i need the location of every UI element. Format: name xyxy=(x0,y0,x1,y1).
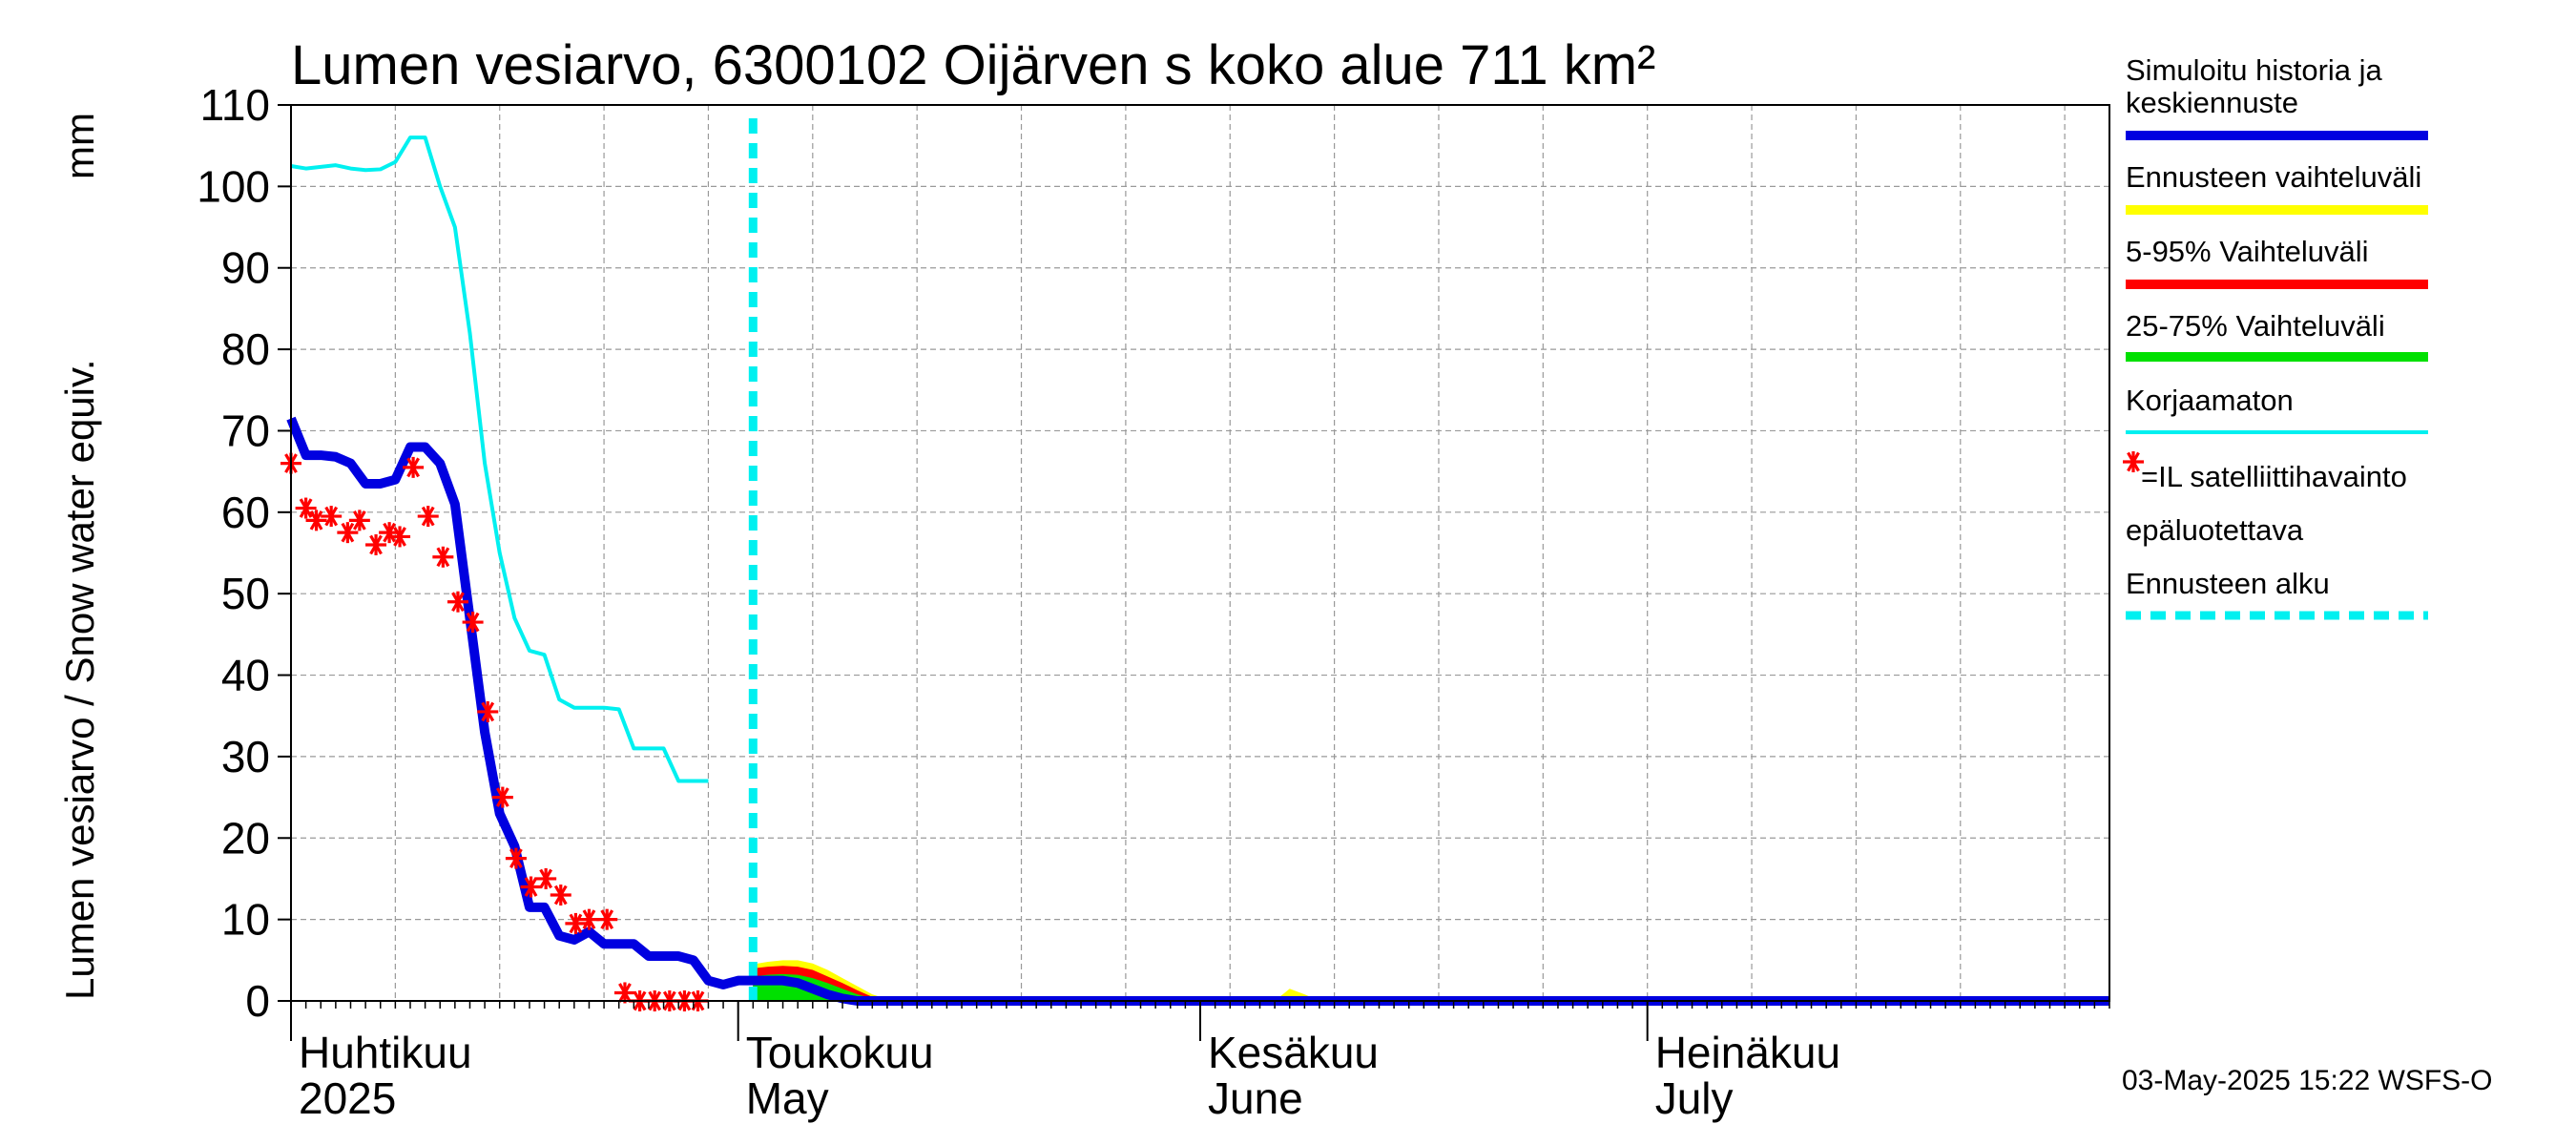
observation-point xyxy=(295,497,317,519)
observation-point xyxy=(565,912,587,934)
x-month-label-fi: Huhtikuu xyxy=(299,1028,472,1077)
legend-label-line2: keskiennuste xyxy=(2126,86,2298,119)
y-tick-label: 20 xyxy=(221,813,270,863)
y-tick-label: 70 xyxy=(221,406,270,455)
plot-area xyxy=(280,104,2110,1011)
observation-point xyxy=(596,908,618,930)
observation-point xyxy=(403,456,425,478)
y-tick-label: 40 xyxy=(221,651,270,700)
observation-point xyxy=(365,533,387,555)
observation-point xyxy=(578,908,600,930)
observation-point xyxy=(491,786,513,808)
legend-label: Ennusteen alku xyxy=(2126,567,2330,600)
plot-background xyxy=(291,105,2109,1001)
chart-title: Lumen vesiarvo, 6300102 Oijärven s koko … xyxy=(291,34,1655,96)
x-month-label-fi: Heinäkuu xyxy=(1655,1028,1840,1077)
y-tick-label: 0 xyxy=(245,976,270,1026)
observation-point xyxy=(447,591,468,613)
legend-label: Ennusteen vaihteluväli xyxy=(2126,160,2421,194)
observation-point xyxy=(505,847,527,869)
gridlines xyxy=(291,105,2109,1001)
observation-point xyxy=(520,876,542,898)
y-tick-label: 90 xyxy=(221,243,270,293)
legend-label: =IL satelliittihavainto xyxy=(2141,460,2407,493)
x-month-label-fi: Kesäkuu xyxy=(1208,1028,1379,1077)
timestamp: 03-May-2025 15:22 WSFS-O xyxy=(2122,1065,2493,1096)
observation-point xyxy=(337,522,359,544)
observation-point xyxy=(462,612,484,634)
y-tick-label: 110 xyxy=(200,80,270,130)
observation-point xyxy=(305,510,327,531)
y-tick-label: 30 xyxy=(221,732,270,781)
y-tick-label: 10 xyxy=(221,895,270,945)
y-axis-label: Lumen vesiarvo / Snow water equiv. xyxy=(57,359,102,1000)
legend-label: Simuloitu historia ja xyxy=(2126,53,2383,87)
observation-point xyxy=(321,506,343,528)
legend-label: Korjaamaton xyxy=(2126,384,2294,417)
series-lines xyxy=(286,118,2109,1006)
y-tick-label: 100 xyxy=(197,161,270,211)
legend-observation-symbol xyxy=(2123,451,2144,472)
x-month-label-en: May xyxy=(746,1073,829,1123)
observation-point xyxy=(477,700,499,722)
observation-point xyxy=(535,867,557,889)
observation-point xyxy=(417,506,439,528)
observation-point xyxy=(432,546,454,568)
y-axis-unit: mm xyxy=(57,113,102,179)
simulated-mean-line xyxy=(286,416,2109,1006)
x-month-label-en: 2025 xyxy=(299,1073,396,1123)
x-month-label-en: July xyxy=(1655,1073,1734,1123)
x-month-label-fi: Toukokuu xyxy=(746,1028,934,1077)
x-month-label-en: June xyxy=(1208,1073,1303,1123)
legend-label: 25-75% Vaihteluväli xyxy=(2126,309,2385,343)
y-tick-label: 80 xyxy=(221,324,270,374)
y-axis-ticks: 0 10 20 30 40 50 60 70 80 90 100 110 xyxy=(197,80,291,1026)
y-tick-label: 50 xyxy=(221,569,270,618)
observation-point xyxy=(550,885,571,906)
observation-point xyxy=(348,510,370,531)
legend-label: 5-95% Vaihteluväli xyxy=(2126,235,2368,268)
observation-point xyxy=(389,526,411,548)
uncorrected-line xyxy=(290,135,709,783)
observation-point xyxy=(613,982,635,1004)
y-tick-label: 60 xyxy=(221,488,270,537)
legend-label-line2: epäluotettava xyxy=(2126,513,2304,547)
